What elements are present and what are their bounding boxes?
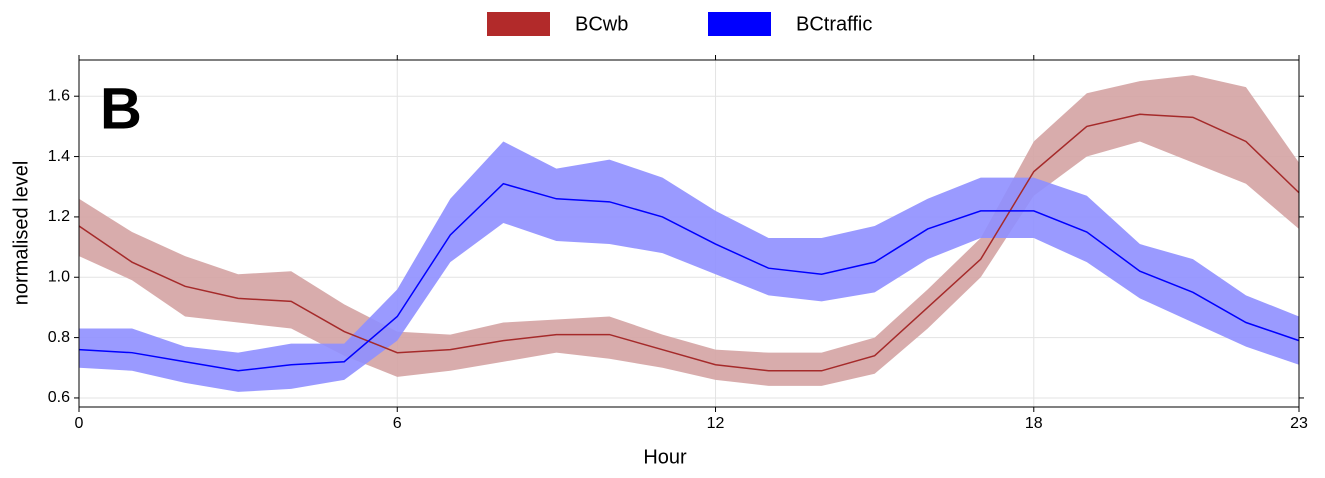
line: [78, 182, 1300, 372]
panel-label: B: [100, 76, 142, 141]
y-tick-label: 1.0: [48, 268, 70, 285]
x-tick-label: 18: [1025, 415, 1043, 432]
confidence-band: [79, 75, 1299, 386]
y-tick-label: 0.8: [48, 329, 70, 346]
legend-label: BCwb: [575, 13, 628, 35]
x-tick-label: 6: [393, 415, 402, 432]
x-tick-label: 12: [707, 415, 725, 432]
y-tick-label: 1.2: [48, 208, 70, 225]
y-axis-title: normalised level: [10, 161, 32, 306]
plot-frame: [78, 59, 1300, 408]
y-tick-label: 0.6: [48, 389, 70, 406]
legend-label: BCtraffic: [796, 13, 872, 35]
line: [78, 113, 1300, 372]
y-tick-label: 1.6: [48, 87, 70, 104]
x-tick-label: 0: [75, 415, 84, 432]
y-tick-label: 1.4: [48, 148, 70, 165]
x-axis-title: Hour: [643, 446, 687, 468]
legend-swatch: [708, 12, 771, 36]
confidence-band: [79, 141, 1299, 392]
x-tick-label: 23: [1290, 415, 1308, 432]
legend-swatch: [487, 12, 550, 36]
